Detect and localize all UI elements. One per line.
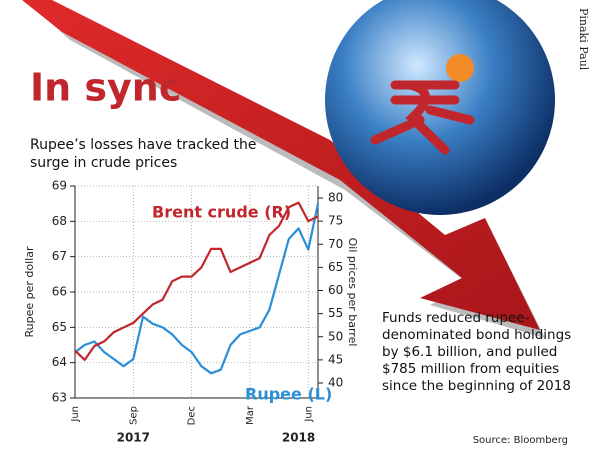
plot-area	[75, 186, 318, 398]
series-line	[74, 203, 320, 375]
y2-tick-label: 70	[328, 237, 343, 251]
y-tick-label: 69	[52, 179, 67, 193]
x-tick-label: Jun	[303, 406, 314, 423]
year-label: 2018	[282, 431, 315, 445]
y2-tick-label: 80	[328, 191, 343, 205]
x-tick-label: Dec	[187, 406, 198, 425]
decor-globe	[325, 0, 555, 215]
x-tick-label: Jun	[70, 406, 81, 423]
decor-arrow-shadow	[30, 4, 545, 338]
y-tick-label: 65	[52, 320, 67, 334]
y2-axis-label: Oil prices per barrel	[346, 238, 359, 347]
y-tick-label: 67	[52, 249, 67, 263]
decor-rupee-runner	[370, 80, 475, 155]
y-tick-label: 66	[52, 285, 67, 299]
y-tick-label: 63	[52, 391, 67, 405]
x-tick-label: Mar	[245, 405, 256, 425]
y-tick-label: 68	[52, 214, 67, 228]
y2-tick-label: 45	[328, 352, 343, 366]
y2-tick-label: 60	[328, 283, 343, 297]
series-label: Brent crude (R)	[152, 203, 291, 222]
y-tick-label: 64	[52, 355, 67, 369]
annotation: Funds reduced rupee-denominated bond hol…	[382, 310, 572, 394]
y2-tick-label: 65	[328, 260, 343, 274]
x-tick-label: Sep	[128, 406, 139, 425]
decor-sun	[446, 54, 474, 82]
y2-tick-label: 40	[328, 376, 343, 390]
y2-tick-label: 75	[328, 214, 343, 228]
credit: Pinaki Paul	[577, 8, 590, 71]
subtitle: Rupee’s losses have tracked the surge in…	[30, 137, 257, 171]
series-line	[74, 201, 319, 361]
series-label: Rupee (L)	[245, 385, 332, 404]
y2-tick-label: 55	[328, 306, 343, 320]
decor-arrow	[22, 0, 540, 330]
y-axis-label: Rupee per dollar	[23, 246, 36, 337]
y2-tick-label: 50	[328, 329, 343, 343]
chart-title: In sync	[30, 66, 181, 110]
year-label: 2017	[117, 431, 150, 445]
source: Source: Bloomberg	[473, 435, 568, 446]
